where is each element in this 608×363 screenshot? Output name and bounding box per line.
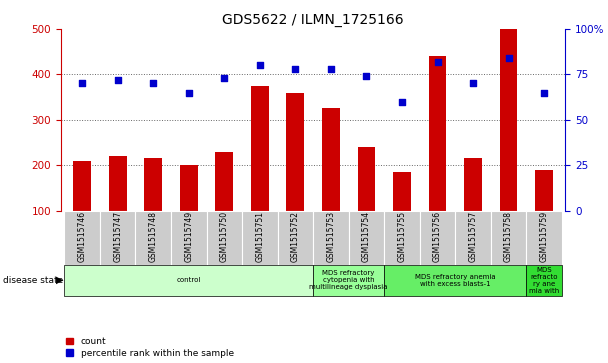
Bar bbox=[313, 211, 348, 265]
Text: ▶: ▶ bbox=[56, 275, 63, 285]
Bar bbox=[535, 170, 553, 211]
Point bbox=[539, 90, 549, 95]
Bar bbox=[527, 265, 562, 296]
Text: GSM1515750: GSM1515750 bbox=[219, 211, 229, 262]
Bar bbox=[384, 265, 527, 296]
Bar bbox=[64, 265, 313, 296]
Text: GSM1515758: GSM1515758 bbox=[504, 211, 513, 262]
Bar bbox=[180, 165, 198, 211]
Text: MDS refractory
cytopenia with
multilineage dysplasia: MDS refractory cytopenia with multilinea… bbox=[309, 270, 388, 290]
Bar bbox=[278, 211, 313, 265]
Text: GSM1515747: GSM1515747 bbox=[113, 211, 122, 262]
Bar bbox=[207, 211, 242, 265]
Text: GSM1515752: GSM1515752 bbox=[291, 211, 300, 262]
Point bbox=[184, 90, 193, 95]
Text: MDS refractory anemia
with excess blasts-1: MDS refractory anemia with excess blasts… bbox=[415, 274, 496, 287]
Text: MDS
refracto
ry ane
mia with: MDS refracto ry ane mia with bbox=[529, 267, 559, 294]
Text: disease state: disease state bbox=[3, 276, 63, 285]
Point bbox=[77, 81, 87, 86]
Bar bbox=[136, 211, 171, 265]
Bar bbox=[420, 211, 455, 265]
Point bbox=[291, 66, 300, 72]
Bar bbox=[109, 156, 126, 211]
Bar bbox=[527, 211, 562, 265]
Bar bbox=[286, 93, 304, 211]
Bar bbox=[464, 158, 482, 211]
Text: control: control bbox=[176, 277, 201, 284]
Text: GSM1515756: GSM1515756 bbox=[433, 211, 442, 262]
Bar bbox=[215, 152, 233, 211]
Point bbox=[433, 59, 443, 65]
Text: GSM1515757: GSM1515757 bbox=[469, 211, 477, 262]
Bar bbox=[251, 86, 269, 211]
Point bbox=[113, 77, 123, 83]
Text: GSM1515749: GSM1515749 bbox=[184, 211, 193, 262]
Bar bbox=[100, 211, 136, 265]
Text: GSM1515751: GSM1515751 bbox=[255, 211, 264, 262]
Point bbox=[255, 62, 264, 68]
Bar bbox=[348, 211, 384, 265]
Legend: count, percentile rank within the sample: count, percentile rank within the sample bbox=[65, 337, 235, 359]
Bar bbox=[171, 211, 207, 265]
Point bbox=[468, 81, 478, 86]
Point bbox=[503, 55, 513, 61]
Point bbox=[326, 66, 336, 72]
Text: GSM1515755: GSM1515755 bbox=[398, 211, 407, 262]
Bar bbox=[322, 109, 340, 211]
Bar bbox=[73, 160, 91, 211]
Bar bbox=[429, 56, 446, 211]
Bar bbox=[144, 158, 162, 211]
Point bbox=[148, 81, 158, 86]
Bar bbox=[313, 265, 384, 296]
Bar bbox=[491, 211, 527, 265]
Text: GSM1515746: GSM1515746 bbox=[78, 211, 86, 262]
Point bbox=[219, 75, 229, 81]
Bar bbox=[393, 172, 411, 211]
Text: GSM1515759: GSM1515759 bbox=[540, 211, 548, 262]
Bar bbox=[64, 211, 100, 265]
Bar bbox=[500, 29, 517, 211]
Point bbox=[362, 73, 371, 79]
Title: GDS5622 / ILMN_1725166: GDS5622 / ILMN_1725166 bbox=[223, 13, 404, 26]
Bar bbox=[455, 211, 491, 265]
Bar bbox=[242, 211, 278, 265]
Bar bbox=[358, 147, 375, 211]
Bar bbox=[384, 211, 420, 265]
Point bbox=[397, 99, 407, 105]
Text: GSM1515748: GSM1515748 bbox=[149, 211, 157, 262]
Text: GSM1515753: GSM1515753 bbox=[326, 211, 336, 262]
Text: GSM1515754: GSM1515754 bbox=[362, 211, 371, 262]
